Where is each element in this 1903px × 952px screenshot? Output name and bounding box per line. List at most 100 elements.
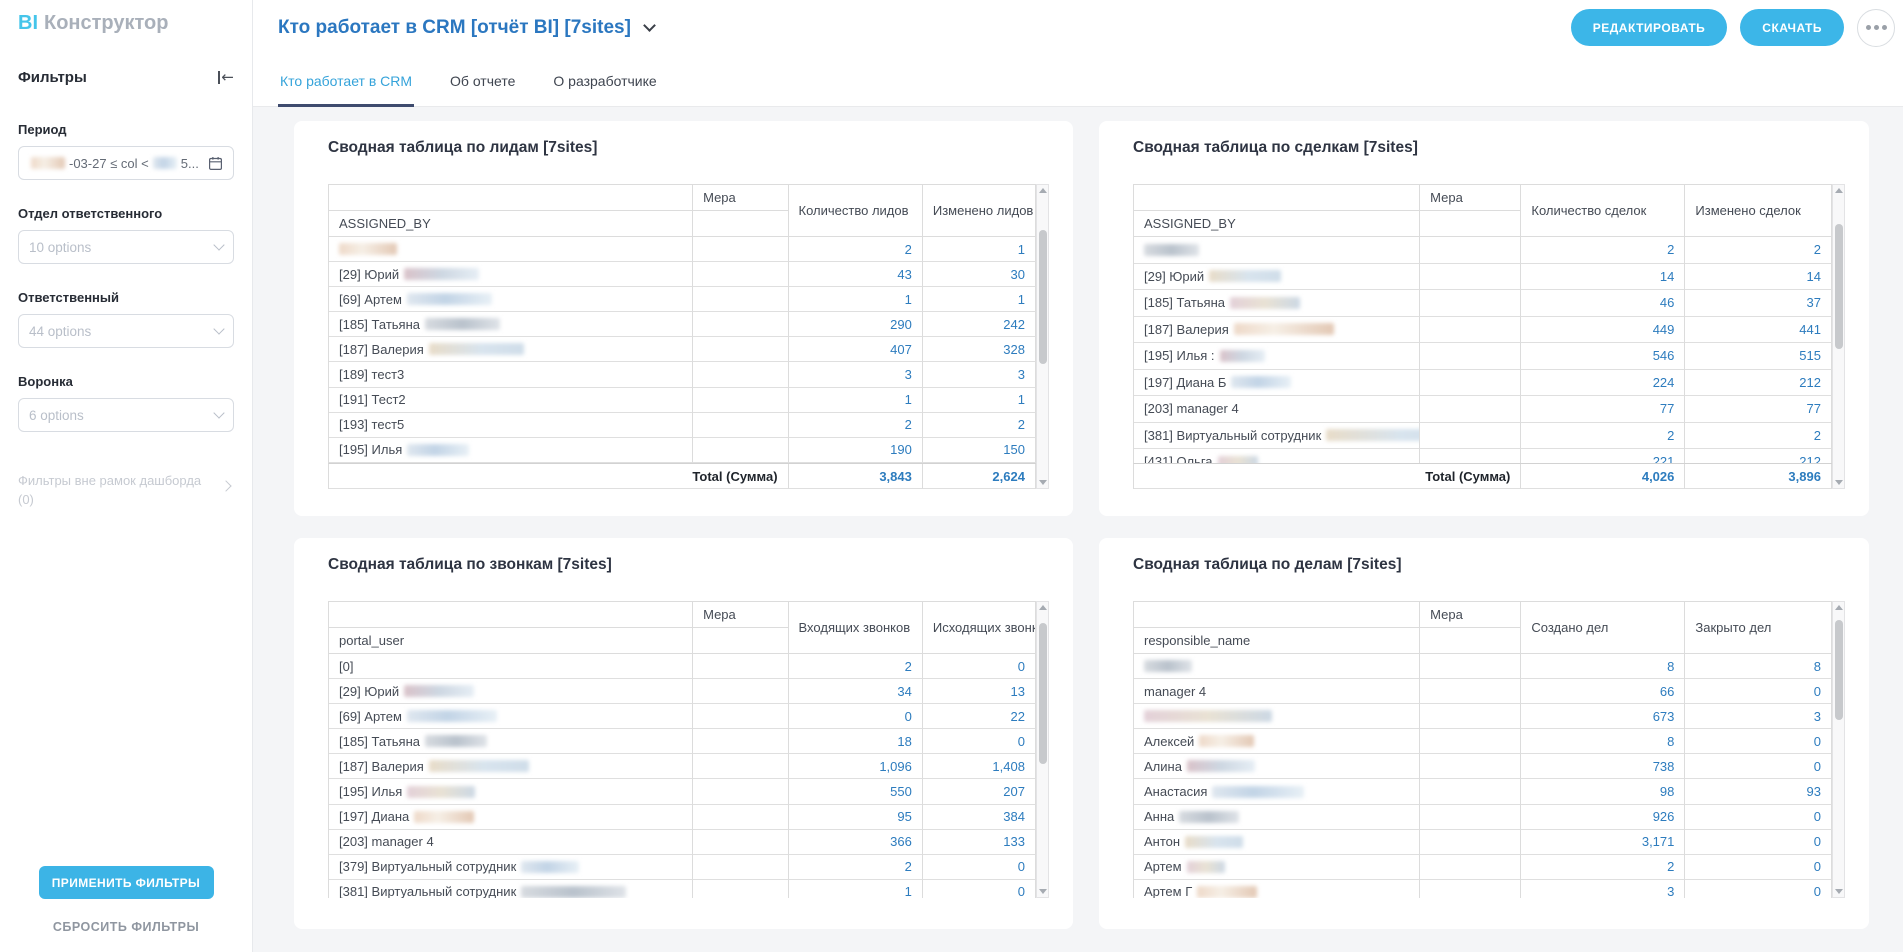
row-measure-cell bbox=[1420, 754, 1522, 780]
total-label: Total (Сумма) bbox=[329, 464, 789, 489]
row-name-cell: [203] manager 4 bbox=[1134, 396, 1421, 423]
table-row: Артем 2 0 bbox=[1134, 854, 1832, 880]
row-value-2: 0 bbox=[922, 654, 1036, 680]
row-name-cell: [187] Валерия bbox=[1134, 316, 1421, 343]
filters-panel-title: Фильтры bbox=[18, 69, 87, 86]
row-value-1: 8 bbox=[1521, 729, 1686, 755]
chevron-down-icon bbox=[213, 407, 225, 419]
table-body[interactable]: 2 2 [29] Юрий 14 14 [185] Татьяна 46 37 [187] Ва… bbox=[1133, 237, 1832, 463]
scrollbar-down-arrow[interactable] bbox=[1833, 476, 1844, 488]
table-total-row: Total (Сумма) 3,843 2,624 bbox=[328, 463, 1036, 489]
row-label: [197] Диана bbox=[339, 809, 410, 825]
redacted-text bbox=[1144, 243, 1199, 256]
collapse-panel-icon[interactable]: ← bbox=[218, 70, 234, 85]
table-row: [187] Валерия 449 441 bbox=[1134, 316, 1832, 343]
outer-filters-link[interactable]: Фильтры вне рамок дашборда (0) bbox=[18, 472, 234, 510]
row-label: Артем Г bbox=[1144, 884, 1193, 898]
filter-label-funnel: Воронка bbox=[18, 374, 73, 389]
redacted-text bbox=[1217, 455, 1258, 463]
apply-filters-button[interactable]: ПРИМЕНИТЬ ФИЛЬТРЫ bbox=[38, 866, 214, 899]
edit-button[interactable]: РЕДАКТИРОВАТЬ bbox=[1570, 9, 1728, 46]
calendar-icon[interactable] bbox=[208, 156, 223, 171]
header-cell-empty bbox=[693, 628, 789, 654]
scrollbar-thumb[interactable] bbox=[1038, 622, 1047, 765]
scrollbar-up-arrow[interactable] bbox=[1037, 185, 1048, 197]
scrollbar-thumb[interactable] bbox=[1834, 224, 1843, 349]
tab-about-developer[interactable]: О разработчике bbox=[553, 73, 657, 89]
row-value-1: 673 bbox=[1521, 704, 1686, 730]
header-cell-key: portal_user bbox=[329, 628, 694, 654]
redacted-text bbox=[406, 293, 492, 306]
scrollbar-down-arrow[interactable] bbox=[1037, 476, 1048, 488]
row-value-1: 8 bbox=[1521, 654, 1686, 680]
row-value-1: 738 bbox=[1521, 754, 1686, 780]
title-chevron-down-icon[interactable] bbox=[643, 19, 656, 32]
tab-about-report[interactable]: Об отчете bbox=[450, 73, 516, 89]
scrollbar-up-arrow[interactable] bbox=[1833, 185, 1844, 197]
row-measure-cell bbox=[693, 729, 789, 755]
period-input[interactable]: -03-27 ≤ col < 5... bbox=[18, 146, 234, 180]
scrollbar-thumb[interactable] bbox=[1038, 230, 1047, 364]
table-body[interactable]: [0] 2 0 [29] Юрий 34 13 [69] Артем 0 22 [185] Тат… bbox=[328, 654, 1036, 898]
row-value-2: 207 bbox=[922, 779, 1036, 805]
scrollbar-up-arrow[interactable] bbox=[1833, 602, 1844, 614]
scrollbar-down-arrow[interactable] bbox=[1833, 885, 1844, 897]
table-row: [197] Диана Б 224 212 bbox=[1134, 369, 1832, 396]
scrollbar-up-arrow[interactable] bbox=[1037, 602, 1048, 614]
row-label: [195] Илья : bbox=[1144, 348, 1215, 364]
row-value-2: 2 bbox=[1685, 237, 1832, 264]
row-value-2: 328 bbox=[922, 337, 1036, 363]
row-value-2: 150 bbox=[922, 437, 1036, 463]
row-measure-cell bbox=[1420, 263, 1522, 290]
table-total-row: Total (Сумма) 4,026 3,896 bbox=[1133, 463, 1832, 489]
tab-who-works-in-crm[interactable]: Кто работает в CRM bbox=[278, 73, 415, 107]
funnel-select[interactable]: 6 options bbox=[18, 398, 234, 432]
header-cell-measure: Мера bbox=[1420, 602, 1522, 628]
row-label: Алина bbox=[1144, 758, 1182, 774]
scrollbar-thumb[interactable] bbox=[1834, 619, 1843, 720]
table-row: [203] manager 4 366 133 bbox=[329, 829, 1036, 855]
more-options-button[interactable] bbox=[1857, 8, 1895, 47]
redacted-text bbox=[1144, 660, 1192, 673]
row-value-2: 1,408 bbox=[922, 754, 1036, 780]
outer-filters-count: (0) bbox=[18, 491, 34, 507]
table-row: [195] Илья 550 207 bbox=[329, 779, 1036, 805]
row-measure-cell bbox=[693, 437, 789, 463]
row-value-1: 3,171 bbox=[1521, 829, 1686, 855]
redacted-text bbox=[414, 810, 475, 823]
redacted-text bbox=[1219, 349, 1265, 362]
scrollbar-down-arrow[interactable] bbox=[1037, 885, 1048, 897]
row-name-cell: [381] Виртуальный сотрудник bbox=[1134, 422, 1421, 449]
row-value-2: 212 bbox=[1685, 369, 1832, 396]
redacted-text bbox=[521, 860, 580, 873]
redacted-text bbox=[1186, 760, 1255, 773]
row-value-1: 1,096 bbox=[788, 754, 923, 780]
row-value-1: 34 bbox=[788, 679, 923, 705]
row-label: [197] Диана Б bbox=[1144, 374, 1227, 390]
responsible-select[interactable]: 44 options bbox=[18, 314, 234, 348]
row-name-cell bbox=[1134, 237, 1421, 264]
redacted-text bbox=[407, 785, 476, 798]
download-button[interactable]: СКАЧАТЬ bbox=[1740, 9, 1844, 46]
page-title: Кто работает в CRM [отчёт BI] [7sites] bbox=[278, 16, 631, 38]
total-value-2: 2,624 bbox=[922, 464, 1036, 489]
redacted-text bbox=[1231, 376, 1292, 389]
table-header: Мера Количество сделок Изменено сделок ASSI… bbox=[1133, 184, 1832, 237]
table-row: [197] Диана 95 384 bbox=[329, 804, 1036, 830]
row-value-2: 37 bbox=[1685, 290, 1832, 317]
row-value-1: 2 bbox=[788, 412, 923, 438]
row-value-1: 190 bbox=[788, 437, 923, 463]
row-measure-cell bbox=[1420, 679, 1522, 705]
reset-filters-button[interactable]: СБРОСИТЬ ФИЛЬТРЫ bbox=[52, 920, 200, 934]
department-select[interactable]: 10 options bbox=[18, 230, 234, 264]
row-value-2: 1 bbox=[922, 387, 1036, 413]
header-cell-key: ASSIGNED_BY bbox=[329, 211, 694, 237]
row-name-cell bbox=[1134, 654, 1421, 680]
table-body[interactable]: 2 1 [29] Юрий 43 30 [69] Артем 1 1 [185] Татьяна… bbox=[328, 237, 1036, 463]
table-row: [381] Виртуальный сотрудник 2 2 bbox=[1134, 422, 1832, 449]
table-body[interactable]: 8 8 manager 4 66 0 673 3 Алексей 8 0 Алина 738 0 Анас… bbox=[1133, 654, 1832, 898]
row-name-cell: [381] Виртуальный сотрудник bbox=[329, 879, 694, 898]
row-value-2: 133 bbox=[922, 829, 1036, 855]
row-value-2: 14 bbox=[1685, 263, 1832, 290]
row-name-cell: [195] Илья : bbox=[1134, 343, 1421, 370]
